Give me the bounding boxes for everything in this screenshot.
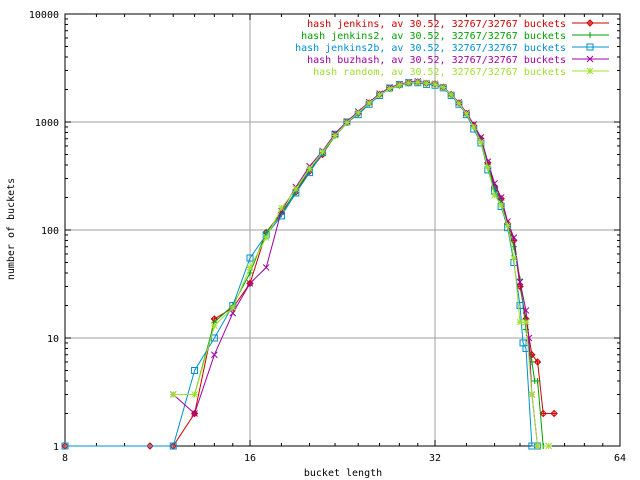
data-point [423, 79, 430, 87]
data-point [470, 123, 478, 131]
y-tick-label: 1000 [35, 118, 59, 129]
data-point [278, 204, 285, 212]
legend-entry-label: hash random, av 30.52, 32767/32767 bucke… [313, 67, 566, 78]
data-point [331, 132, 339, 139]
data-point [262, 264, 270, 271]
data-point [319, 148, 326, 156]
data-point [447, 91, 455, 99]
data-point [61, 442, 69, 450]
data-point [414, 78, 422, 86]
data-point [504, 222, 511, 229]
y-axis-label: number of buckets [6, 178, 17, 280]
data-point [516, 318, 524, 326]
data-point [522, 307, 530, 314]
axes: 1 10 100 1000 10000 8 16 32 64 [29, 10, 626, 464]
data-point [477, 134, 485, 141]
y-tick-label: 10000 [29, 10, 59, 21]
data-point [533, 358, 542, 366]
x-axis-label: bucket length [304, 468, 382, 479]
y-tick-label: 10 [47, 334, 59, 345]
data-point [463, 110, 470, 118]
data-point [365, 99, 373, 107]
data-point [169, 391, 177, 398]
series-5 [169, 78, 553, 450]
data-point [539, 409, 547, 418]
data-point [292, 185, 300, 193]
data-point [354, 109, 362, 117]
legend-entry-label: hash buzhash, av 30.52, 32767/32767 buck… [307, 55, 566, 66]
legend: hash jenkins, av 30.52, 32767/32767 buck… [295, 19, 609, 78]
data-point [229, 309, 237, 317]
y-tick-label: 100 [41, 226, 59, 237]
legend-entry-label: hash jenkins2b, av 30.52, 32767/32767 bu… [295, 43, 566, 54]
data-point [211, 351, 218, 359]
data-point [516, 301, 524, 309]
data-point [522, 318, 530, 326]
data-point [191, 367, 199, 375]
data-point [343, 119, 351, 126]
data-point [477, 138, 485, 146]
data-point [376, 91, 383, 99]
data-point [396, 81, 403, 89]
data-point [516, 282, 524, 291]
legend-entry-label: hash jenkins, av 30.52, 32767/32767 buck… [307, 19, 566, 30]
data-point [262, 234, 270, 241]
legend-entry-label: hash jenkins2, av 30.52, 32767/32767 buc… [301, 31, 566, 42]
data-point [510, 234, 518, 241]
legend-marker [586, 19, 594, 27]
data-point [510, 254, 518, 262]
legend-marker [586, 67, 594, 75]
data-point [246, 264, 254, 271]
data-point [550, 409, 558, 418]
data-point [306, 165, 313, 172]
data-point [386, 85, 394, 92]
data-point [169, 442, 177, 450]
x-tick-label: 8 [62, 453, 68, 464]
data-point [455, 99, 463, 107]
data-point [484, 164, 492, 171]
data-point [277, 212, 285, 220]
data-point [405, 79, 413, 87]
data-point [497, 194, 505, 201]
data-point [534, 377, 541, 384]
data-point [246, 280, 254, 287]
x-tick-label: 64 [614, 453, 626, 464]
data-point [191, 410, 198, 417]
data-point [191, 391, 198, 398]
data-point [246, 254, 254, 262]
legend-marker [586, 43, 594, 51]
data-point [439, 84, 447, 91]
data-point [534, 442, 541, 450]
x-tick-label: 32 [429, 453, 441, 464]
series-layer [61, 77, 558, 450]
x-tick-label: 16 [244, 453, 256, 464]
legend-marker [586, 55, 594, 63]
data-point [211, 322, 218, 330]
data-point [497, 201, 505, 209]
data-point [278, 207, 285, 215]
data-point [545, 442, 553, 450]
y-tick-label: 1 [53, 442, 59, 453]
data-point [528, 391, 536, 398]
data-point [491, 191, 498, 199]
data-point [431, 80, 439, 88]
data-point [229, 304, 237, 312]
data-point [516, 278, 524, 286]
legend-marker [587, 32, 593, 38]
